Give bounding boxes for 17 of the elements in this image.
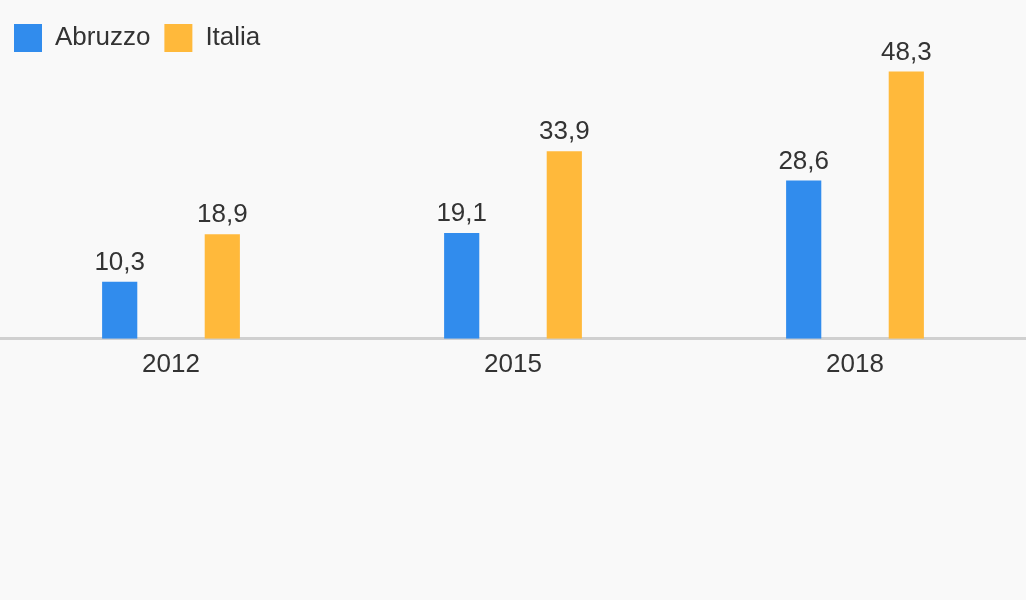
bar: [888, 71, 924, 339]
data-label: 33,9: [539, 115, 590, 146]
bar: [786, 180, 822, 339]
bar: [546, 151, 582, 339]
bar: [204, 234, 240, 339]
x-tick-label: 2015: [484, 347, 542, 378]
x-tick-label: 2012: [142, 347, 200, 378]
data-label: 10,3: [94, 245, 145, 276]
bar: [444, 233, 480, 339]
data-label: 18,9: [197, 198, 248, 229]
legend-label: Italia: [205, 21, 261, 52]
data-label: 28,6: [778, 144, 829, 175]
bar: [102, 281, 138, 339]
data-label: 48,3: [881, 35, 932, 66]
legend-label: Abruzzo: [55, 21, 151, 52]
x-tick-label: 2018: [826, 347, 884, 378]
data-label: 19,1: [436, 197, 487, 228]
